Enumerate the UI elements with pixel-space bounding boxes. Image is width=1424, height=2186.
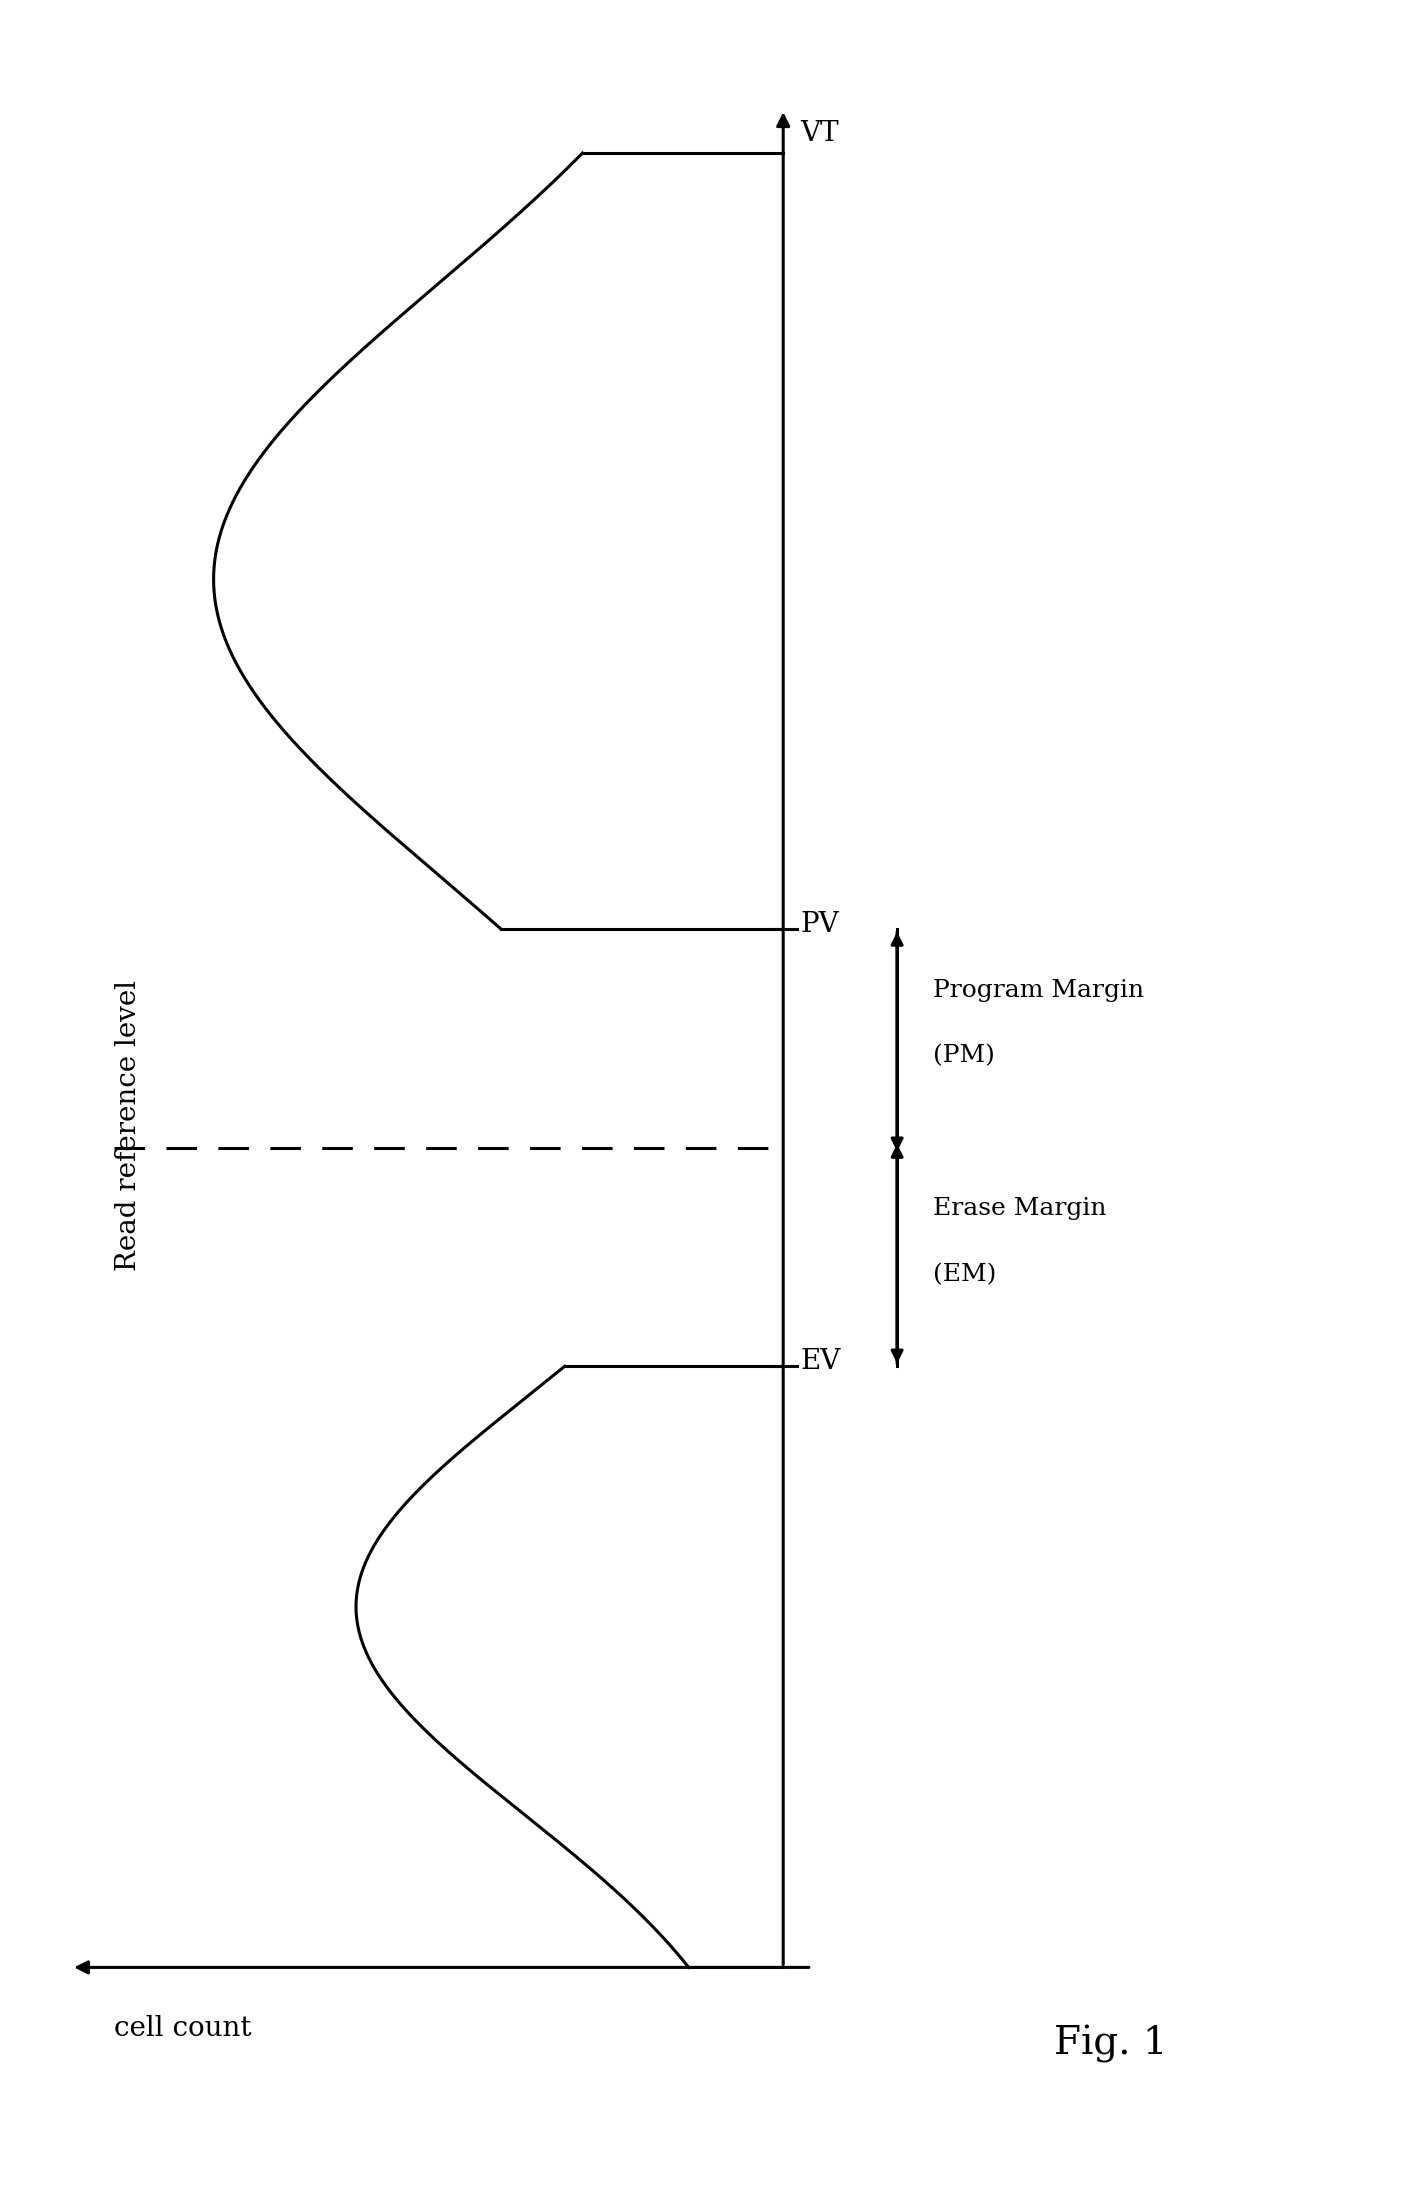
Text: EV: EV bbox=[800, 1349, 840, 1375]
Text: VT: VT bbox=[800, 120, 839, 146]
Text: Program Margin: Program Margin bbox=[933, 979, 1143, 1001]
Text: (PM): (PM) bbox=[933, 1045, 994, 1067]
Text: (EM): (EM) bbox=[933, 1264, 997, 1285]
Text: Fig. 1: Fig. 1 bbox=[1054, 2024, 1168, 2064]
Text: Erase Margin: Erase Margin bbox=[933, 1198, 1106, 1220]
Text: Read reference level: Read reference level bbox=[115, 979, 141, 1272]
Text: cell count: cell count bbox=[114, 2015, 252, 2042]
Text: PV: PV bbox=[800, 912, 839, 938]
